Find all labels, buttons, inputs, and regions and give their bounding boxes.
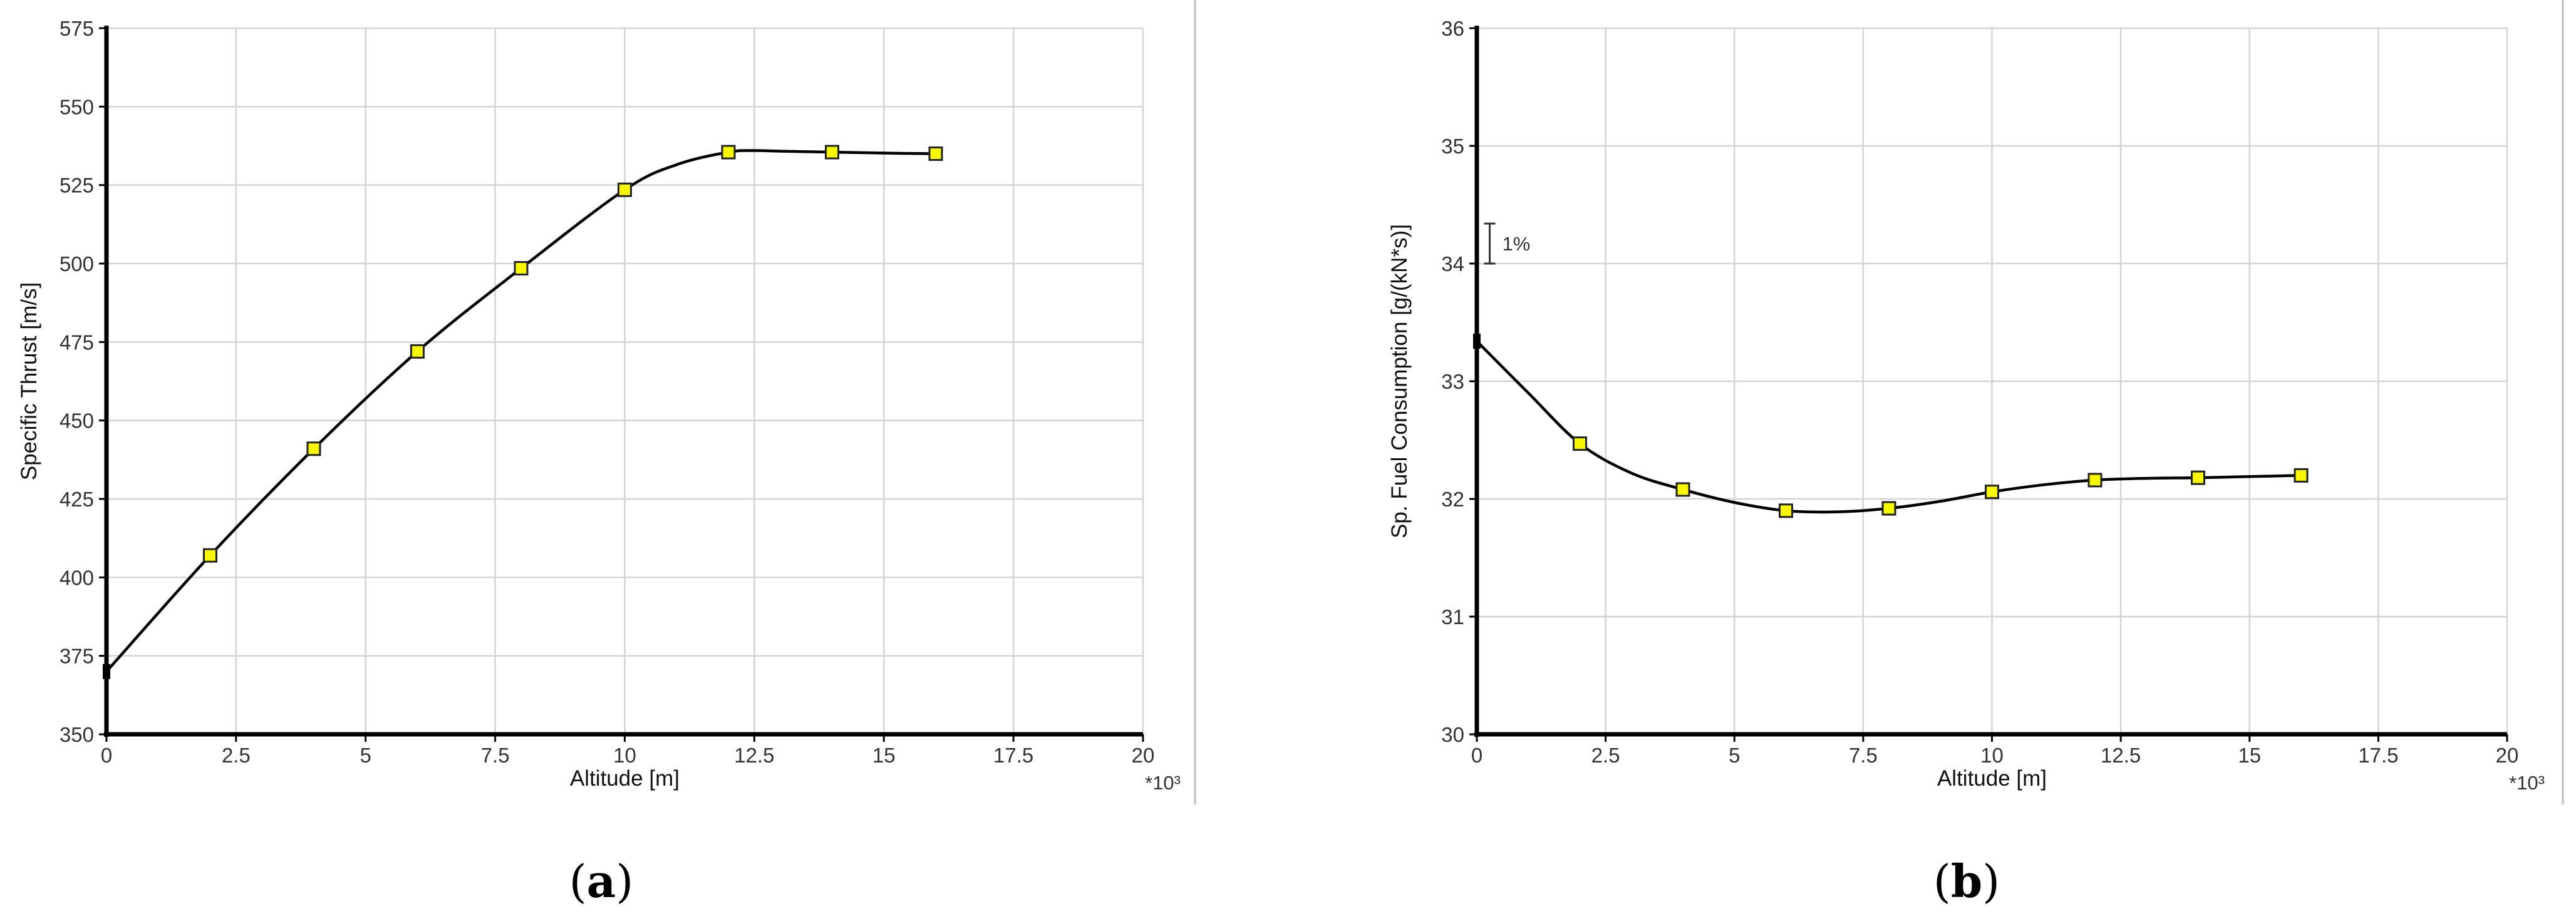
x-tick-label: 20 xyxy=(2496,744,2519,767)
x-tick-label: 15 xyxy=(872,744,896,767)
x-axis-title: Altitude [m] xyxy=(1937,766,2047,791)
x-tick-label: 17.5 xyxy=(993,744,1033,767)
data-point xyxy=(825,145,839,160)
x-tick-label: 2.5 xyxy=(222,744,251,767)
data-point xyxy=(410,344,425,359)
x-tick-label: 12.5 xyxy=(2101,744,2141,767)
x-scale-note: *10³ xyxy=(1145,772,1181,794)
x-tick-label: 0 xyxy=(101,744,112,767)
y-tick-label: 475 xyxy=(59,331,94,354)
data-point xyxy=(1881,501,1896,516)
x-tick-label: 20 xyxy=(1132,744,1155,767)
x-tick-label: 7.5 xyxy=(1849,744,1878,767)
x-tick-label: 7.5 xyxy=(481,744,510,767)
data-point xyxy=(721,145,736,160)
data-point xyxy=(2191,470,2205,485)
x-scale-note: *10³ xyxy=(2509,772,2545,794)
x-tick-label: 2.5 xyxy=(1591,744,1620,767)
y-tick-label: 525 xyxy=(59,174,94,197)
data-point xyxy=(306,441,321,456)
y-tick-label: 35 xyxy=(1441,135,1464,158)
y-tick-label: 375 xyxy=(59,645,94,668)
data-point xyxy=(928,146,943,162)
y-axis-title: Sp. Fuel Consumption [g/(kN*s)] xyxy=(1387,224,1412,538)
x-tick-label: 12.5 xyxy=(734,744,774,767)
data-point xyxy=(514,261,529,276)
y-axis-title: Specific Thrust [m/s] xyxy=(17,282,41,480)
y-tick-label: 31 xyxy=(1441,605,1464,629)
chart-panel-b: 0 2.5 5 7.5 10 12.5 15 17.5 20 30 31 32 33 34 35 36 Alti… xyxy=(1387,0,2564,908)
x-tick-label: 5 xyxy=(1729,744,1740,767)
chart-panel-a: 0 2.5 5 7.5 10 12.5 15 17.5 20 350 375 400 425 450 475… xyxy=(17,0,1196,908)
x-tick-label: 10 xyxy=(613,744,636,767)
x-tick-label: 5 xyxy=(360,744,371,767)
y-tick-label: 34 xyxy=(1441,252,1464,275)
x-tick-label: 10 xyxy=(1980,744,2004,767)
y-tick-label: 350 xyxy=(59,723,94,746)
y-tick-label: 36 xyxy=(1441,17,1464,40)
y-tick-label: 575 xyxy=(59,17,94,40)
y-tick-label: 33 xyxy=(1441,370,1464,393)
series-start-mark xyxy=(1473,334,1481,349)
y-tick-label: 425 xyxy=(59,488,94,511)
y-tick-label: 30 xyxy=(1441,723,1464,746)
y-tick-label: 550 xyxy=(59,95,94,118)
x-tick-label: 15 xyxy=(2238,744,2261,767)
panel-label: (a) xyxy=(569,855,634,908)
x-tick-label: 0 xyxy=(1471,744,1482,767)
y-tick-label: 32 xyxy=(1441,488,1464,511)
panel-label: (b) xyxy=(1933,855,2000,908)
series-line xyxy=(105,149,936,673)
data-point xyxy=(203,548,217,563)
data-point xyxy=(1573,436,1587,451)
data-point xyxy=(618,182,632,197)
y-tick-label: 450 xyxy=(59,409,94,433)
y-tick-label: 400 xyxy=(59,566,94,589)
annotation-label: 1% xyxy=(1503,233,1531,255)
data-point xyxy=(1985,485,1999,500)
y-tick-label: 500 xyxy=(59,252,94,275)
x-axis-title: Altitude [m] xyxy=(570,766,680,791)
data-point xyxy=(1675,482,1690,497)
data-point xyxy=(2087,473,2103,488)
data-point xyxy=(2294,468,2309,483)
x-tick-label: 17.5 xyxy=(2358,744,2398,767)
data-point xyxy=(1779,503,1793,518)
series-start-mark xyxy=(103,664,110,679)
